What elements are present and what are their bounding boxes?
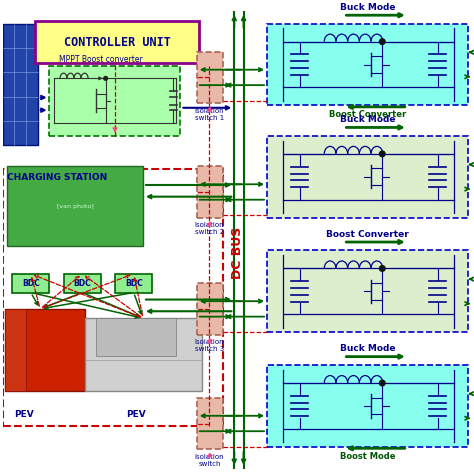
Bar xyxy=(3,24,38,145)
Text: Isolation
switch: Isolation switch xyxy=(195,454,225,467)
Text: PEV: PEV xyxy=(126,410,146,419)
Text: BDC: BDC xyxy=(22,279,40,288)
Bar xyxy=(5,309,84,391)
Bar xyxy=(96,318,176,356)
Bar xyxy=(49,66,181,136)
Bar xyxy=(8,166,143,246)
Text: Boost Mode: Boost Mode xyxy=(340,452,395,461)
Circle shape xyxy=(104,76,108,80)
Text: Isolation
switch 3: Isolation switch 3 xyxy=(195,339,225,352)
Bar xyxy=(36,21,199,64)
Bar xyxy=(197,283,223,335)
Bar xyxy=(267,136,468,218)
Bar xyxy=(5,309,26,391)
Circle shape xyxy=(380,151,385,157)
Text: Buck Mode: Buck Mode xyxy=(340,344,395,353)
Bar xyxy=(267,365,468,447)
Bar xyxy=(84,318,201,391)
Text: BDC: BDC xyxy=(125,279,143,288)
Bar xyxy=(197,398,223,449)
Circle shape xyxy=(380,380,385,386)
Circle shape xyxy=(380,265,385,271)
Bar xyxy=(3,169,223,426)
Bar xyxy=(64,274,101,292)
Text: Boost Converter: Boost Converter xyxy=(329,110,406,119)
Bar xyxy=(267,24,468,106)
Bar xyxy=(197,52,223,103)
Bar xyxy=(197,166,223,218)
Text: Buck Mode: Buck Mode xyxy=(340,115,395,124)
Circle shape xyxy=(380,39,385,45)
Text: MPPT Boost converter: MPPT Boost converter xyxy=(59,55,143,64)
Text: Buck Mode: Buck Mode xyxy=(340,3,395,12)
Bar xyxy=(12,274,49,292)
Text: PEV: PEV xyxy=(14,410,34,419)
Text: CHARGING STATION: CHARGING STATION xyxy=(8,173,108,182)
Text: Isolation
switch 2: Isolation switch 2 xyxy=(195,222,225,236)
Text: CONTROLLER UNIT: CONTROLLER UNIT xyxy=(64,36,171,49)
Bar xyxy=(267,250,468,332)
Text: Isolation
switch 1: Isolation switch 1 xyxy=(195,108,225,121)
Text: DC BUS: DC BUS xyxy=(231,227,244,279)
Bar xyxy=(115,274,153,292)
Text: Boost Converter: Boost Converter xyxy=(326,230,409,239)
Text: [van photo]: [van photo] xyxy=(57,203,93,209)
Text: BDC: BDC xyxy=(73,279,91,288)
